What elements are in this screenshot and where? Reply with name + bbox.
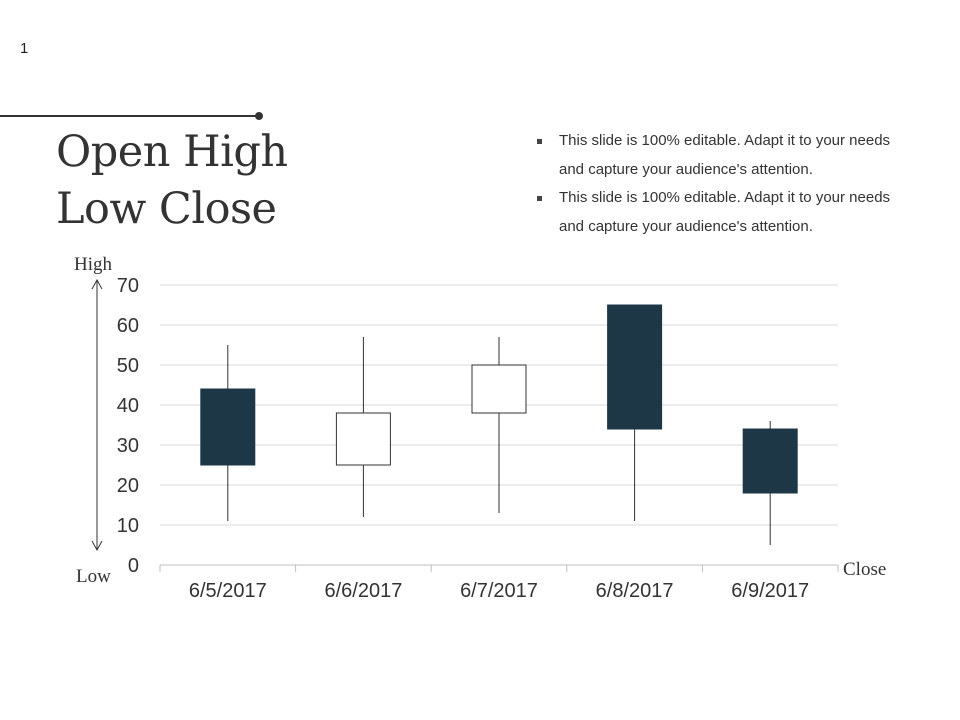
slide-title-line-2: Low Close [56, 184, 277, 234]
arrow-up-icon [91, 278, 103, 290]
candle-body [335, 412, 391, 466]
arrow-down-icon [91, 540, 103, 552]
bullet-line: and capture your audience's attention. [559, 160, 813, 178]
bullet-line: This slide is 100% editable. Adapt it to… [559, 189, 891, 206]
candle-body [742, 428, 798, 494]
candle-body [607, 304, 663, 430]
y-tick-label: 50 [117, 355, 139, 377]
y-tick-label: 70 [117, 275, 139, 297]
candle [607, 304, 663, 521]
slide-title-line-1: Open High [56, 127, 288, 177]
candle [200, 345, 256, 521]
x-tick-label: 6/7/2017 [460, 580, 538, 602]
y-tick-label: 30 [117, 435, 139, 457]
x-tick-label: 6/9/2017 [731, 580, 809, 602]
title-divider-dot [255, 112, 263, 120]
y-tick-label: 40 [117, 395, 139, 417]
y-tick-label: 0 [128, 555, 139, 577]
candle-body [200, 388, 256, 466]
bullet-square-icon [537, 196, 542, 201]
candle [471, 337, 527, 513]
gridlines [160, 284, 838, 566]
slide-number: 1 [20, 40, 29, 57]
axis-label-high: High [74, 254, 113, 275]
bullet-item: This slide is 100% editable. Adapt it to… [536, 127, 936, 184]
axes: 0 10 20 30 40 50 60 70 6/5/2017 6/6/2017 6/7/2017 6… [91, 275, 839, 602]
x-tick-label: 6/6/2017 [324, 580, 402, 602]
bullet-line: This slide is 100% editable. Adapt it to… [559, 132, 891, 149]
y-tick-label: 20 [117, 475, 139, 497]
title-divider-line [0, 115, 258, 117]
candle [335, 337, 391, 517]
bullet-line: and capture your audience's attention. [559, 217, 813, 235]
candles [200, 304, 798, 545]
y-tick-label: 10 [117, 515, 139, 537]
x-tick-label: 6/8/2017 [596, 580, 674, 602]
y-tick-label: 60 [117, 315, 139, 337]
x-tick-label: 6/5/2017 [189, 580, 267, 602]
bullet-list: This slide is 100% editable. Adapt it to… [536, 127, 936, 241]
candle [742, 421, 798, 545]
bullet-square-icon [537, 139, 542, 144]
axis-label-low: Low [76, 566, 111, 587]
axis-label-close: Close [843, 559, 886, 580]
candle-body [471, 364, 527, 414]
slide-title: Open High Low Close [56, 124, 376, 238]
bullet-item: This slide is 100% editable. Adapt it to… [536, 184, 936, 241]
